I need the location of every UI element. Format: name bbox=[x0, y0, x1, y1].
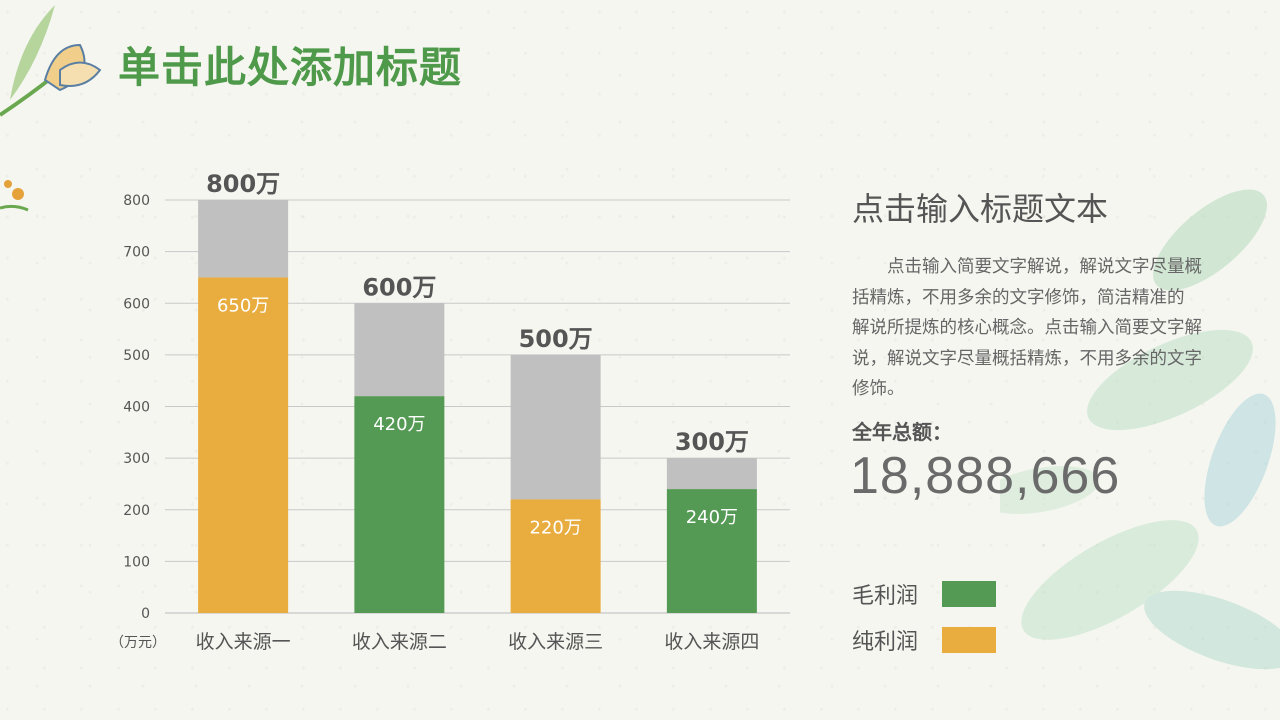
total-data-label: 500万 bbox=[519, 325, 593, 353]
bar-total bbox=[198, 200, 289, 278]
total-value: 18,888,666 bbox=[850, 447, 1121, 505]
flower-decoration-icon bbox=[0, 5, 102, 117]
x-category-label: 收入来源四 bbox=[664, 631, 759, 653]
inner-data-label: 650万 bbox=[217, 295, 269, 316]
bar-inner bbox=[354, 396, 445, 613]
legend-swatch bbox=[942, 581, 996, 607]
bar-inner bbox=[510, 499, 601, 613]
x-category-label: 收入来源三 bbox=[508, 631, 603, 653]
y-tick-label: 500 bbox=[123, 348, 150, 364]
y-tick-label: 100 bbox=[123, 554, 150, 570]
side-title: 点击输入标题文本 bbox=[852, 190, 1109, 228]
total-data-label: 800万 bbox=[206, 170, 280, 198]
bar-total bbox=[354, 303, 445, 397]
x-category-label: 收入来源一 bbox=[196, 631, 291, 653]
y-tick-label: 600 bbox=[123, 296, 150, 312]
bar-chart: 0 100 200 300 400 500 600 700 800 （万元） 800万 650万收入来… bbox=[110, 170, 790, 653]
y-tick-label: 200 bbox=[123, 503, 150, 519]
y-tick-label: 800 bbox=[123, 193, 150, 209]
y-unit-label: （万元） bbox=[110, 635, 166, 651]
total-data-label: 600万 bbox=[362, 273, 436, 301]
legend-label: 纯利润 bbox=[852, 630, 919, 655]
bar-total bbox=[510, 354, 601, 500]
x-category-label: 收入来源二 bbox=[352, 631, 447, 653]
y-tick-label: 400 bbox=[123, 400, 150, 416]
leaf-decoration-icon bbox=[1000, 189, 1280, 670]
inner-data-label: 420万 bbox=[373, 414, 425, 435]
side-description: 点击输入简要文字解说，解说文字尽量概括精炼，不用多余的文字修饰，简洁精准的 解说… bbox=[852, 257, 1202, 399]
y-tick-label: 700 bbox=[123, 245, 150, 261]
y-tick-label: 0 bbox=[141, 606, 150, 622]
y-tick-label: 300 bbox=[123, 451, 150, 467]
inner-data-label: 220万 bbox=[529, 517, 581, 538]
legend-item-gross-profit: 毛利润 bbox=[852, 578, 996, 610]
legend-label: 毛利润 bbox=[852, 584, 919, 609]
total-label: 全年总额： bbox=[852, 420, 952, 444]
berry-decoration-icon bbox=[0, 180, 29, 212]
legend-swatch bbox=[942, 627, 996, 653]
inner-data-label: 240万 bbox=[686, 507, 738, 528]
bar-total bbox=[666, 458, 757, 490]
bar-inner bbox=[198, 277, 289, 613]
total-data-label: 300万 bbox=[675, 428, 749, 456]
legend-item-net-profit: 纯利润 bbox=[852, 624, 996, 656]
page-title: 单击此处添加标题 bbox=[118, 43, 463, 92]
bar-inner bbox=[666, 489, 757, 613]
